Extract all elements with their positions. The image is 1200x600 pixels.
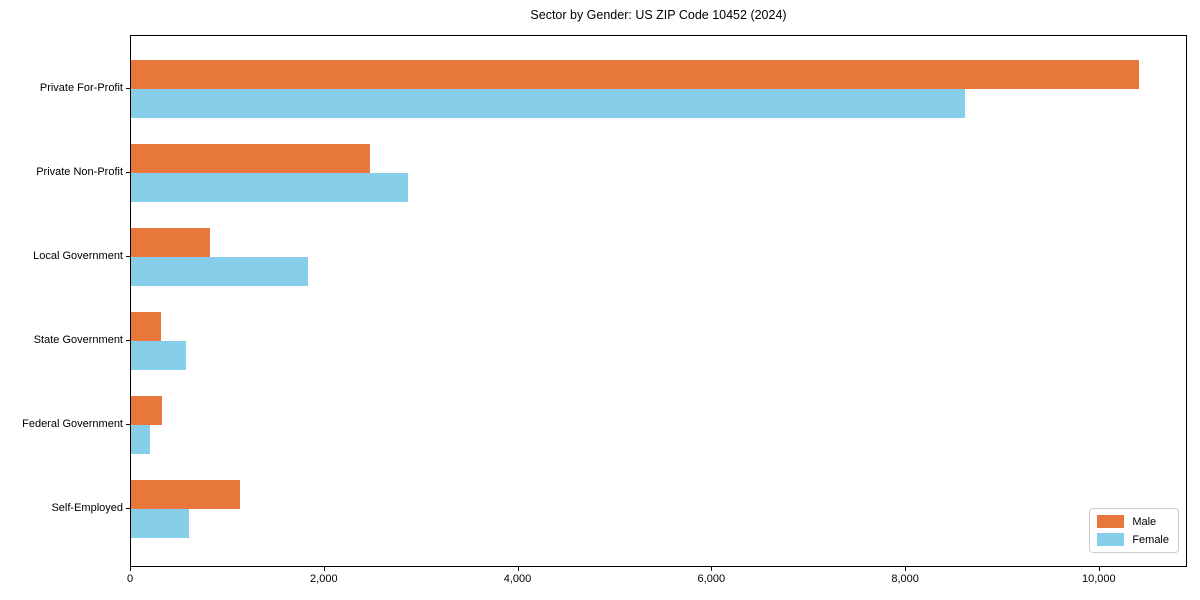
xtick-label-6: 10,000 [1081, 573, 1116, 585]
ytick-mark [126, 256, 130, 257]
ytick-mark [126, 424, 130, 425]
legend-item-female: Female [1097, 533, 1169, 546]
ytick-mark [126, 340, 130, 341]
ytick-mark [126, 172, 130, 173]
male-series-swatch [1097, 515, 1125, 528]
xtick-mark [905, 567, 907, 571]
plot-area: Male Female [130, 35, 1187, 567]
xtick-mark [711, 567, 713, 571]
ytick-label-4: State Government [33, 334, 123, 346]
bar-female-1 [131, 89, 966, 118]
bar-male-6 [131, 480, 240, 509]
xtick-mark [517, 567, 519, 571]
xtick-mark [323, 567, 325, 571]
bar-female-6 [131, 509, 190, 538]
bar-male-5 [131, 396, 162, 425]
legend-label-female: Female [1132, 533, 1169, 546]
bar-male-2 [131, 144, 371, 173]
bar-female-2 [131, 173, 409, 202]
ytick-label-2: Private Non-Profit [36, 166, 123, 178]
bar-female-3 [131, 257, 309, 286]
legend: Male Female [1089, 508, 1179, 553]
ytick-label-3: Local Government [33, 250, 123, 262]
xtick-label-4: 6,000 [697, 573, 726, 585]
ytick-mark [126, 88, 130, 89]
xtick-mark [130, 567, 131, 571]
bar-male-4 [131, 312, 161, 341]
ytick-label-5: Federal Government [22, 418, 123, 430]
chart-title: Sector by Gender: US ZIP Code 10452 (202… [530, 8, 787, 22]
bar-male-1 [131, 60, 1139, 89]
bar-female-4 [131, 341, 187, 370]
legend-item-male: Male [1097, 515, 1169, 528]
bar-female-5 [131, 425, 151, 454]
xtick-label-3: 4,000 [503, 573, 532, 585]
xtick-mark [1098, 567, 1100, 571]
ytick-label-1: Private For-Profit [39, 82, 123, 94]
bar-male-3 [131, 228, 211, 257]
female-series-swatch [1097, 533, 1125, 546]
ytick-label-6: Self-Employed [51, 502, 123, 514]
legend-label-male: Male [1132, 515, 1157, 528]
xtick-label-2: 2,000 [310, 573, 338, 585]
xtick-label-5: 8,000 [891, 573, 919, 585]
xtick-label-1: 0 [126, 573, 134, 585]
ytick-mark [126, 508, 130, 509]
